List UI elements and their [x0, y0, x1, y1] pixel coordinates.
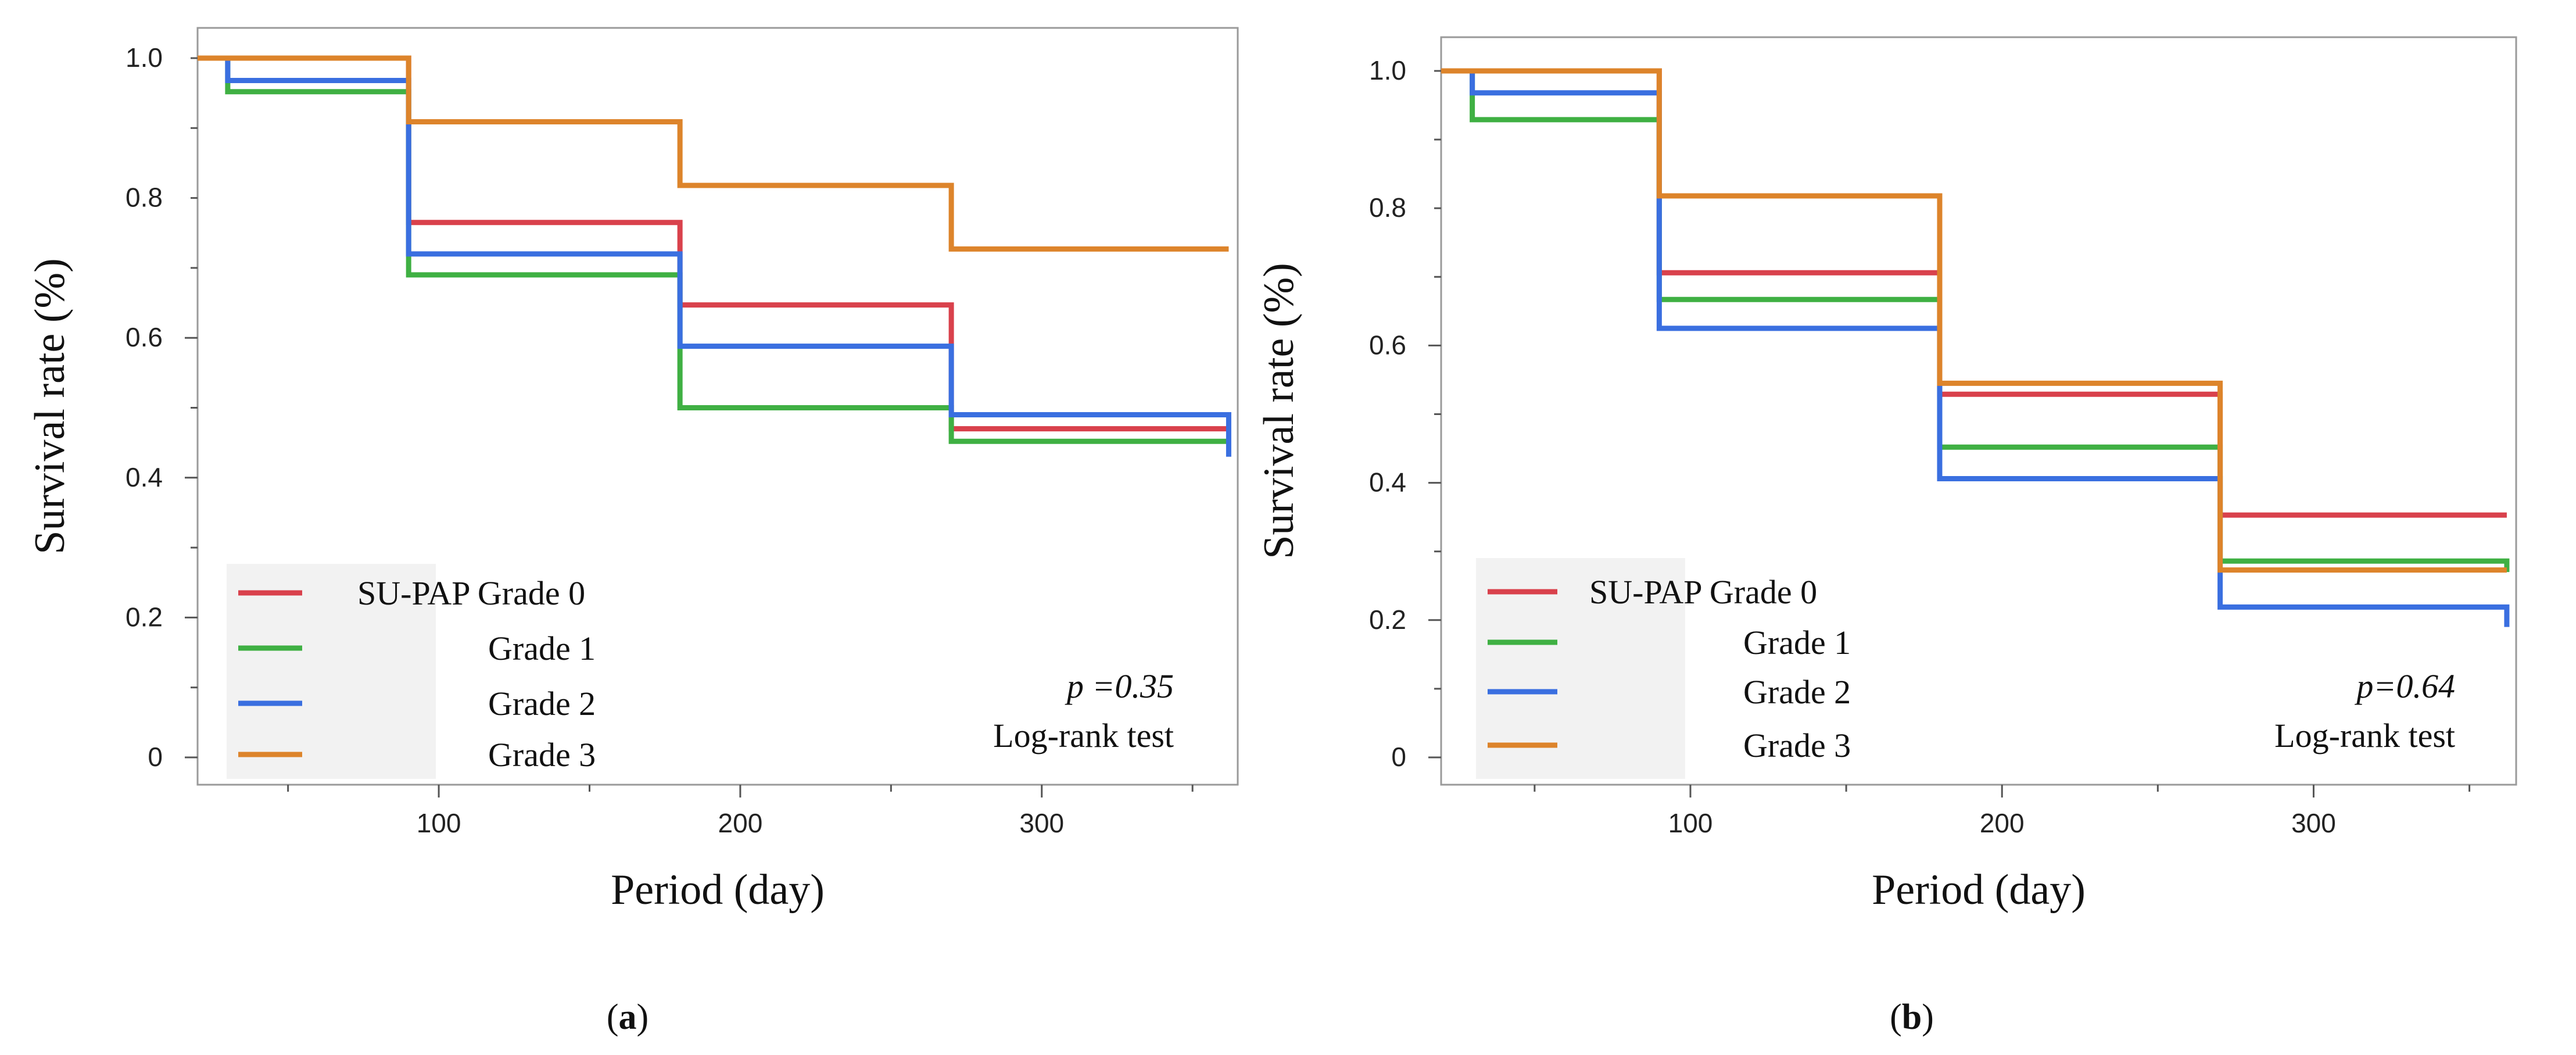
series-line-grade-3	[1441, 68, 2507, 573]
p-value-annotation: p =0.35	[1065, 667, 1174, 705]
series-line-grade-2	[198, 55, 1231, 457]
test-annotation: Log-rank test	[993, 717, 1174, 754]
legend-entry: Grade 1	[1743, 624, 1851, 661]
p-value-annotation: p=0.64	[2354, 667, 2455, 705]
y-tick-label: 0.2	[1369, 605, 1406, 635]
plot-frame	[1440, 36, 2517, 786]
legend-entry: Grade 2	[488, 685, 596, 723]
test-annotation: Log-rank test	[2274, 717, 2455, 754]
panel-caption: (a)	[607, 997, 649, 1037]
y-tick-label: 0	[1391, 742, 1406, 772]
y-tick-label: 0	[148, 742, 163, 772]
y-tick-label: 0.4	[1369, 467, 1406, 498]
x-axis-label: Period (day)	[1872, 866, 2086, 914]
x-tick-label: 300	[1019, 808, 1064, 838]
y-tick-label: 0.8	[126, 183, 163, 213]
y-tick-label: 0.6	[1369, 330, 1406, 360]
y-tick-label: 1.0	[1369, 55, 1406, 85]
x-tick-label: 100	[1668, 808, 1713, 838]
legend-box	[1476, 558, 1685, 779]
panel-caption: (b)	[1890, 997, 1934, 1037]
x-tick-label: 200	[718, 808, 763, 838]
y-tick-label: 0.6	[126, 322, 163, 352]
legend-entry: Grade 3	[488, 736, 596, 774]
y-tick-label: 0.4	[126, 462, 163, 492]
series-line-grade-3	[198, 55, 1229, 252]
plot-frame	[196, 27, 1239, 786]
legend-entry: SU-PAP Grade 0	[1589, 573, 1817, 611]
chart-panel-a: 0 0.2 0.4 0.6 0.8 1.0 100 200 300 Period (day) Sur…	[26, 27, 1239, 1037]
legend-entry: Grade 2	[1743, 673, 1851, 711]
y-tick-label: 0.8	[1369, 192, 1406, 223]
x-axis-label: Period (day)	[611, 866, 825, 914]
y-tick-label: 1.0	[126, 42, 163, 73]
x-tick-label: 100	[417, 808, 461, 838]
y-axis-label: Survival rate (%)	[1255, 263, 1303, 559]
legend-entry: Grade 1	[488, 630, 596, 667]
y-axis-label: Survival rate (%)	[26, 258, 74, 555]
legend-box	[227, 564, 436, 779]
x-tick-label: 300	[2291, 808, 2336, 838]
x-tick-label: 200	[1980, 808, 2025, 838]
y-tick-label: 0.2	[126, 602, 163, 632]
chart-panel-b: 0 0.2 0.4 0.6 0.8 1.0 100 200 300 Period (day) Sur…	[1255, 36, 2517, 1037]
legend-entry: Grade 3	[1743, 727, 1851, 764]
legend-entry: SU-PAP Grade 0	[357, 574, 585, 612]
